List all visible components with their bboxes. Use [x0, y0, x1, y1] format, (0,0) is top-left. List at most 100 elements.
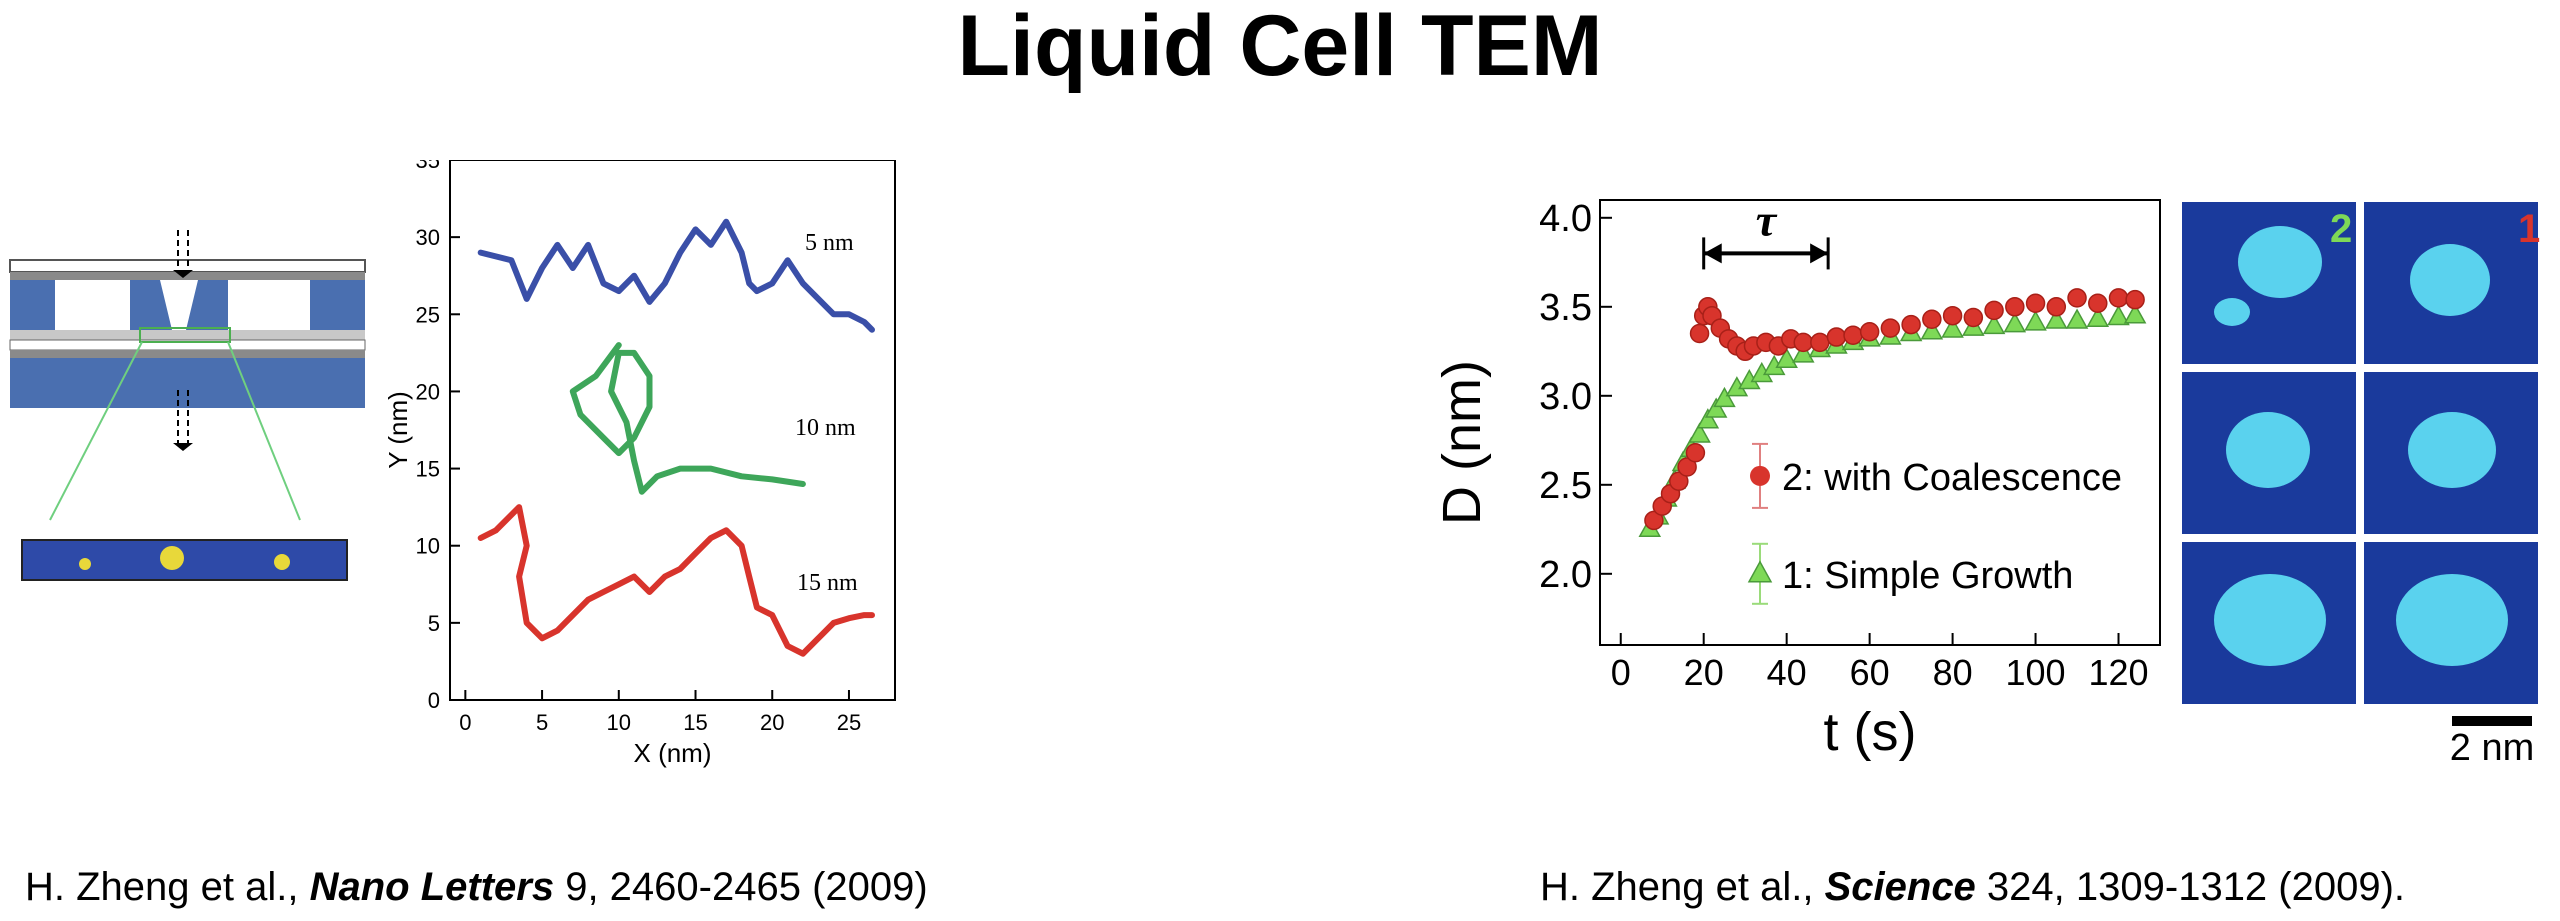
data-point-simple-growth [1941, 317, 1964, 338]
trajectory-annotation: 5 nm [805, 230, 854, 256]
trajectory-line-10-nm [569, 342, 806, 495]
x-tick-label: 15 [683, 710, 707, 735]
y-axis-label: Y (nm) [385, 391, 413, 469]
tau-arrowhead-left [1703, 243, 1722, 264]
data-point-coalescence [1984, 300, 2004, 321]
trajectory-line-15-nm [477, 504, 875, 657]
citation-details: 324, 1309-1312 (2009). [1975, 865, 2406, 909]
data-point-simple-growth [1791, 342, 1815, 363]
data-point-simple-growth [2024, 310, 2047, 331]
data-point-simple-growth [2003, 312, 2027, 333]
data-point-simple-growth [1713, 386, 1736, 408]
x-tick-label: 100 [2006, 652, 2066, 693]
citation-details: 9, 2460-2465 (2009) [554, 865, 928, 909]
data-point-coalescence [1843, 325, 1863, 346]
citation-right: H. Zheng et al., Science 324, 1309-1312 … [1540, 862, 2405, 912]
x-tick-label: 120 [2088, 652, 2148, 693]
data-point-coalescence [1810, 332, 1830, 353]
legend-label-simple-growth: 1: Simple Growth [1782, 555, 2073, 597]
data-point-coalescence [1942, 305, 1963, 326]
data-point-simple-growth [1696, 408, 1720, 429]
data-point-simple-growth [1775, 347, 1798, 368]
scale-bar [2452, 716, 2532, 726]
plot-frame [1599, 199, 2161, 646]
trajectory-line-5-nm [477, 218, 875, 333]
data-point-simple-growth [2123, 303, 2147, 324]
data-point-simple-growth [1688, 422, 1711, 443]
x-tick-label: 60 [1850, 652, 1890, 693]
data-point-coalescence [1793, 332, 1814, 353]
data-point-simple-growth [1982, 313, 2006, 335]
data-point-coalescence [1922, 309, 1942, 330]
liquid-cell-cross-section-icon [9, 259, 366, 521]
x-tick-label: 10 [607, 710, 631, 735]
scale-bar-label: 2 nm [2450, 727, 2534, 769]
trajectory-chart: 0 5 10 15 20 25 0 5 10 15 20 25 30 35 X (nm) Y (nm) 5 nm… [385, 160, 896, 768]
y-tick-label: 20 [416, 379, 440, 404]
data-point-coalescence [2108, 288, 2129, 308]
growth-chart: 0 20 40 60 80 100 120 2.0 2.5 3.0 3.5 4.0 t (s) D (nm… [1440, 194, 2161, 762]
citation-left: H. Zheng et al., Nano Letters 9, 2460-24… [25, 862, 928, 912]
data-point-coalescence [1963, 307, 1984, 328]
tau-label: τ [1756, 194, 1778, 245]
trajectory-annotation: 15 nm [797, 570, 858, 596]
data-point-simple-growth [2065, 308, 2089, 329]
x-tick-label: 25 [837, 710, 861, 735]
x-axis-label: X (nm) [634, 738, 712, 768]
data-point-simple-growth [2107, 304, 2130, 326]
data-point-coalescence [1901, 314, 1921, 335]
citation-authors: H. Zheng et al., [1540, 865, 1825, 909]
data-point-coalescence [2067, 288, 2087, 308]
tile-label-2: 2 [2330, 207, 2352, 251]
data-point-simple-growth [2086, 306, 2110, 328]
y-tick-label: 4.0 [1539, 198, 1592, 240]
y-tick-label: 35 [416, 160, 440, 173]
x-tick-label: 0 [459, 710, 471, 735]
data-point-simple-growth [1920, 319, 1944, 340]
x-tick-label: 20 [1684, 652, 1724, 693]
y-tick-label: 2.5 [1539, 465, 1592, 507]
y-tick-label: 30 [416, 225, 440, 250]
citation-journal: Science [1824, 865, 1976, 909]
y-axis-label: D (nm) [1440, 360, 1492, 525]
legend-marker-simple-growth [1747, 560, 1773, 583]
data-point-coalescence [1689, 323, 1710, 344]
plot-frame [449, 160, 896, 701]
x-axis-label: t (s) [1824, 702, 1917, 762]
y-tick-label: 3.5 [1539, 287, 1592, 329]
data-point-coalescence [1685, 443, 1706, 463]
nanoparticle-icon [2214, 226, 2508, 666]
particle-image-tiles: 2 1 2 nm [2180, 200, 2540, 769]
citation-authors: H. Zheng et al., [25, 865, 310, 909]
data-point-coalescence [2088, 293, 2108, 313]
x-tick-label: 5 [536, 710, 548, 735]
y-tick-label: 0 [428, 688, 440, 713]
data-point-coalescence [2005, 297, 2025, 317]
x-tick-label: 40 [1767, 652, 1807, 693]
data-point-coalescence [1677, 457, 1697, 477]
page-title: Liquid Cell TEM [957, 0, 1603, 94]
data-point-coalescence [1644, 510, 1664, 531]
x-tick-label: 80 [1933, 652, 1973, 693]
data-point-simple-growth [2045, 308, 2068, 329]
electron-beam-arrow-icon [177, 230, 189, 445]
data-point-coalescence [1859, 321, 1880, 342]
data-point-coalescence [1880, 318, 1901, 338]
trajectory-annotation: 10 nm [795, 415, 856, 441]
data-point-coalescence [1669, 471, 1689, 491]
data-point-coalescence [2125, 289, 2145, 310]
y-tick-label: 5 [428, 611, 440, 636]
x-tick-label: 20 [760, 710, 784, 735]
data-point-simple-growth [1704, 397, 1728, 418]
y-tick-label: 3.0 [1539, 376, 1592, 418]
tile-label-1: 1 [2518, 207, 2540, 251]
legend-marker-coalescence [1750, 465, 1770, 486]
y-tick-label: 15 [416, 457, 440, 482]
data-point-coalescence [1826, 327, 1847, 347]
data-point-coalescence [2046, 297, 2067, 317]
tau-arrowhead-right [1810, 243, 1829, 264]
liquid-cell-schematic [9, 230, 366, 581]
nanoparticle-icon [21, 539, 348, 581]
data-point-coalescence [2025, 293, 2046, 313]
y-tick-label: 2.0 [1539, 554, 1592, 596]
